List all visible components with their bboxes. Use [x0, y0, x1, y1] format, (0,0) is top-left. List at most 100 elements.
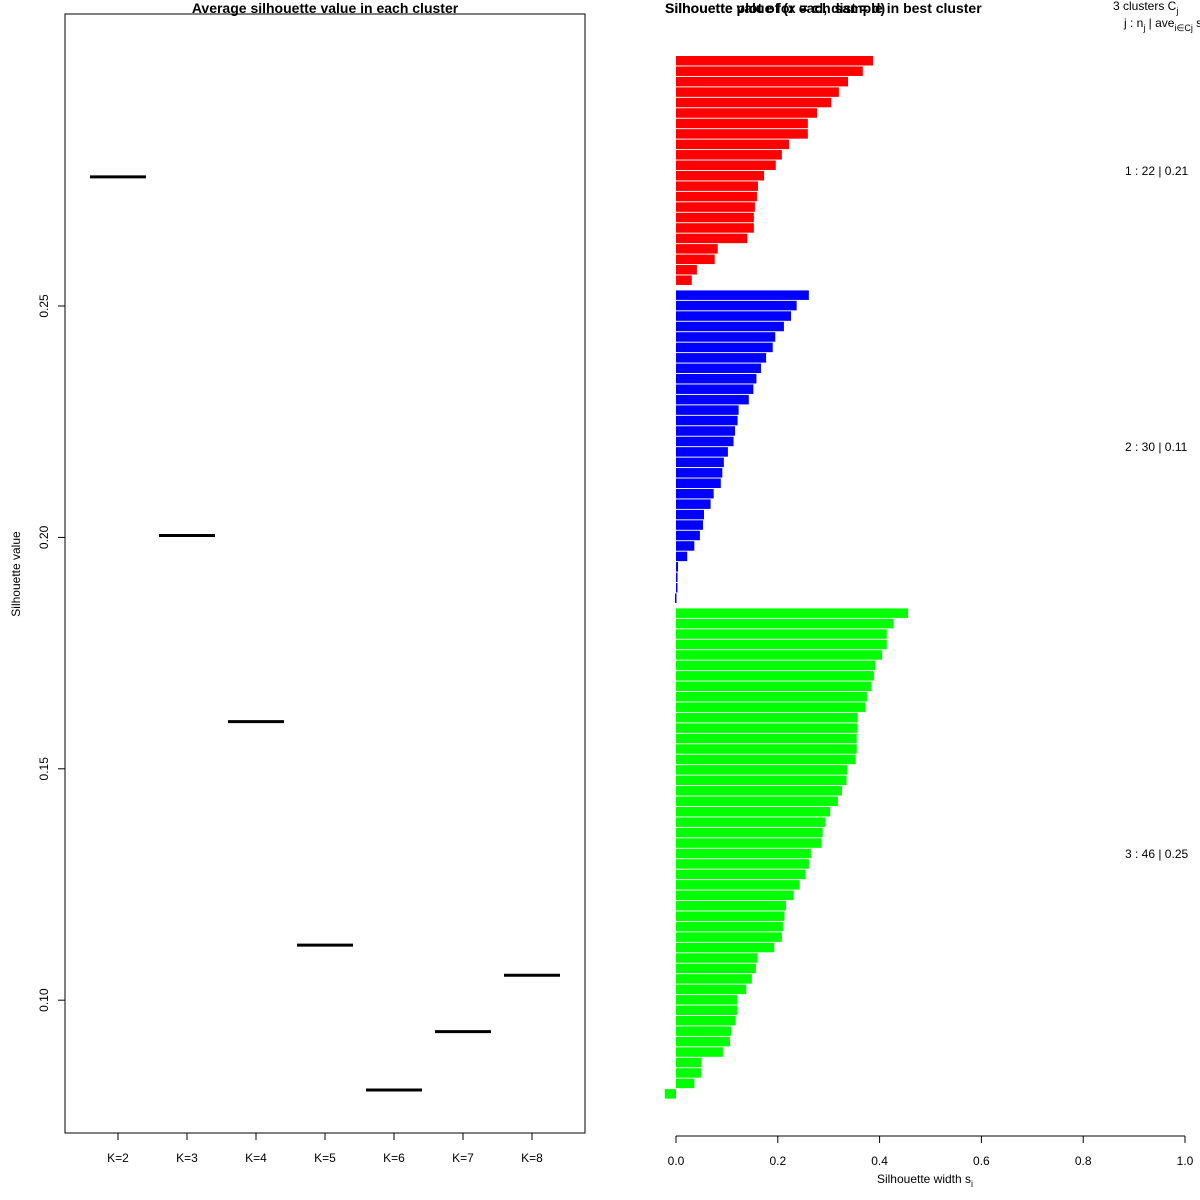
silhouette-bar: [676, 426, 736, 436]
silhouette-bar: [676, 932, 782, 942]
left-y-tick-label: 0.25: [37, 294, 51, 318]
silhouette-bar: [676, 290, 809, 300]
right-cluster-labels: 1 : 22 | 0.21 2 : 30 | 0.11 3 : 46 | 0.25: [1125, 164, 1188, 861]
right-chart-title: Silhouette value for each sample in best…: [665, 0, 982, 16]
silhouette-bar: [676, 332, 776, 342]
silhouette-bar: [676, 995, 738, 1005]
cluster-columns-header-a: j : n: [1123, 16, 1143, 30]
cluster-count-header-text: 3 clusters C: [1113, 0, 1177, 13]
silhouette-bar: [676, 321, 784, 332]
silhouette-bar: [676, 520, 703, 530]
silhouette-bar: [676, 660, 876, 671]
silhouette-bar: [676, 363, 762, 374]
silhouette-bar: [676, 583, 678, 593]
cluster-columns-header: j : nj | avei∈Cj s: [1123, 16, 1200, 33]
silhouette-bar: [676, 233, 748, 244]
silhouette-bar: [676, 265, 697, 275]
silhouette-bar: [676, 1026, 731, 1036]
right-bars: [664, 56, 909, 1099]
silhouette-bar: [676, 650, 883, 660]
silhouette-bar: [676, 921, 783, 932]
silhouette-bar: [676, 468, 723, 478]
silhouette-bar: [676, 457, 724, 468]
silhouette-bar: [676, 311, 792, 321]
silhouette-bar: [676, 880, 800, 890]
silhouette-bar: [676, 692, 867, 702]
cluster-columns-header-sub2: i∈Cj: [1174, 23, 1192, 33]
silhouette-bar: [676, 702, 866, 712]
cluster-summary-label: 3 : 46 | 0.25: [1125, 847, 1188, 861]
silhouette-bar: [676, 1057, 702, 1068]
cluster-columns-header-b: | ave: [1145, 16, 1174, 30]
silhouette-bar: [676, 436, 734, 447]
left-x-tick-label: K=4: [245, 1151, 267, 1165]
silhouette-bar: [676, 859, 809, 869]
silhouette-bar: [676, 415, 738, 426]
silhouette-bar: [676, 499, 711, 509]
silhouette-bar: [664, 1089, 676, 1099]
left-panel: Average silhouette value in each cluster…: [9, 0, 586, 1165]
cluster-count-header: 3 clusters Cj: [1113, 0, 1178, 16]
silhouette-bar: [676, 254, 715, 265]
silhouette-bar: [676, 901, 786, 911]
left-y-axis: 0.10 0.15 0.20 0.25: [37, 294, 65, 1012]
right-x-tick-label: 0.4: [871, 1154, 888, 1168]
left-marks: [90, 175, 560, 1092]
right-chart-title-overprint: Silhouette plot of (x = cl, dist = d): [665, 0, 885, 16]
silhouette-bar: [676, 1015, 736, 1026]
silhouette-bar: [676, 681, 872, 692]
silhouette-bar: [676, 551, 688, 562]
silhouette-bar: [676, 447, 728, 457]
silhouette-bar: [676, 118, 808, 129]
silhouette-bar: [676, 671, 875, 681]
silhouette-bar: [676, 212, 754, 223]
silhouette-bar: [676, 394, 749, 405]
silhouette-bar: [676, 796, 838, 806]
silhouette-bar: [676, 618, 894, 629]
silhouette-bar: [674, 593, 677, 603]
silhouette-bar: [676, 300, 797, 311]
cluster-summary-label: 2 : 30 | 0.11: [1125, 440, 1188, 454]
silhouette-bar: [676, 384, 754, 394]
silhouette-bar: [676, 869, 806, 880]
right-x-tick-label: 0.6: [973, 1154, 990, 1168]
silhouette-bar: [676, 1068, 701, 1078]
left-x-tick-label: K=5: [314, 1151, 336, 1165]
right-panel: Silhouette plot of (x = cl, dist = d) Si…: [664, 0, 1200, 1189]
silhouette-bar: [676, 629, 887, 639]
left-chart-title: Average silhouette value in each cluster: [192, 0, 459, 16]
left-x-axis: K=2 K=3 K=4 K=5 K=6 K=7 K=8: [107, 1133, 543, 1165]
silhouette-bar: [676, 374, 757, 384]
silhouette-bar: [676, 275, 692, 285]
silhouette-bar: [676, 712, 858, 723]
silhouette-bar: [676, 765, 848, 775]
right-x-axis: 0.0 0.2 0.4 0.6 0.8 1.0: [668, 1135, 1194, 1168]
left-y-tick-label: 0.20: [37, 525, 51, 549]
silhouette-bar: [676, 974, 752, 984]
silhouette-bar: [676, 202, 755, 212]
silhouette-bar: [676, 1047, 723, 1057]
right-x-tick-label: 0.2: [769, 1154, 786, 1168]
silhouette-bar: [676, 1036, 730, 1047]
silhouette-bar: [676, 848, 811, 859]
left-y-tick-label: 0.10: [37, 988, 51, 1012]
silhouette-bar: [676, 191, 757, 202]
silhouette-bar: [676, 87, 839, 97]
silhouette-bar: [676, 108, 817, 118]
silhouette-bar: [676, 984, 747, 995]
silhouette-bar: [676, 723, 858, 733]
silhouette-bar: [676, 744, 857, 754]
silhouette-bar: [676, 838, 822, 848]
silhouette-bar: [676, 733, 857, 744]
right-x-axis-label-text: Silhouette width s: [877, 1172, 971, 1186]
silhouette-bar: [676, 405, 739, 415]
silhouette-bar: [676, 541, 695, 551]
silhouette-bar: [676, 942, 775, 953]
silhouette-bar: [676, 509, 704, 520]
silhouette-bar: [676, 56, 873, 66]
left-y-tick-label: 0.15: [37, 757, 51, 781]
left-x-tick-label: K=2: [107, 1151, 129, 1165]
silhouette-bar: [676, 223, 754, 233]
right-x-axis-label-sub: i: [971, 1179, 973, 1189]
